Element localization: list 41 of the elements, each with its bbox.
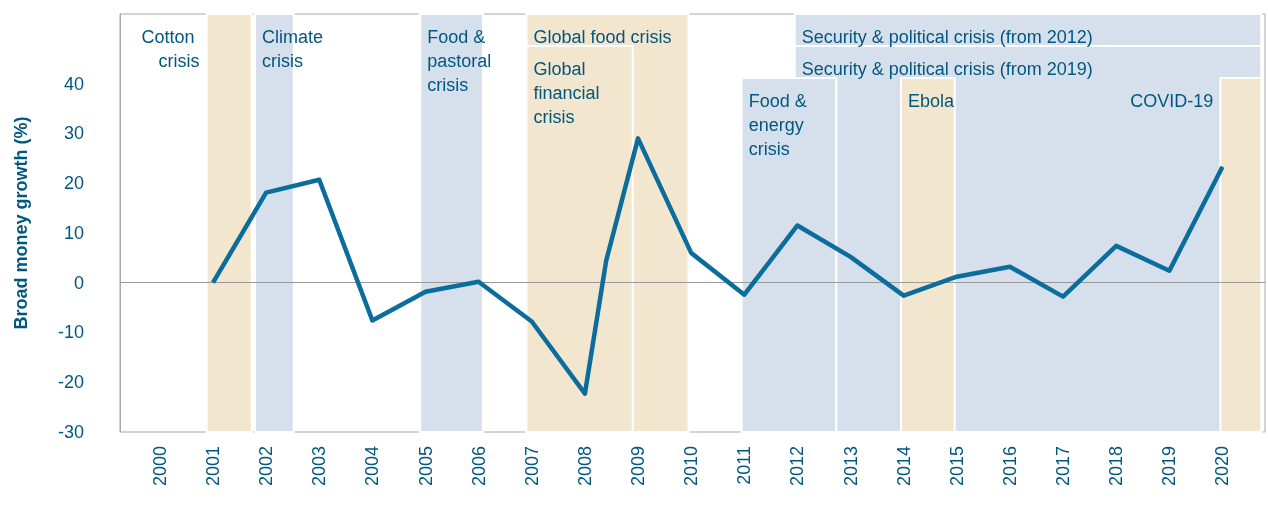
band-label: COVID-19: [1130, 91, 1214, 111]
x-tick-label: 2015: [946, 446, 967, 487]
y-tick-label: 40: [63, 73, 84, 94]
x-tick-label: 2004: [362, 446, 383, 487]
x-tick-label: 2002: [256, 446, 277, 487]
line-series: [210, 136, 1225, 396]
band-label: Cotton crisis: [141, 27, 200, 71]
band-label: Global food crisis: [533, 27, 672, 47]
y-tick-label: -30: [57, 422, 84, 442]
x-tick-label: 2001: [202, 446, 223, 487]
band-label: Security & political crisis (from 2019): [801, 59, 1093, 79]
band-label: Food & energy crisis: [748, 91, 812, 159]
x-tick-label: 2003: [309, 446, 330, 487]
x-tick-label: 2020: [1212, 446, 1233, 487]
x-tick-label: 2007: [521, 446, 542, 487]
x-tick-label: 2017: [1053, 446, 1074, 487]
x-tick-label: 2012: [787, 446, 808, 487]
x-tick-label: 2019: [1159, 446, 1180, 487]
band-label: Security & political crisis (from 2012): [801, 27, 1093, 47]
band-label: Ebola: [908, 91, 956, 111]
x-tick-label: 2011: [734, 446, 755, 485]
x-tick-label: 2010: [681, 446, 702, 487]
y-axis-title: Broad money growth (%): [11, 116, 31, 330]
x-tick-label: 2009: [628, 446, 649, 487]
x-tick-label: 2016: [999, 446, 1020, 487]
x-tick-label: 2008: [574, 446, 595, 487]
y-tick-label: -20: [57, 372, 84, 393]
y-tick-label: 10: [63, 222, 84, 243]
x-tick-label: 2014: [893, 446, 914, 487]
x-tick-label: 2000: [149, 446, 170, 487]
y-tick-label: 20: [63, 173, 84, 194]
y-tick-label: 0: [73, 272, 84, 293]
x-tick-label: 2005: [415, 446, 436, 487]
x-tick-label: 2013: [840, 446, 861, 487]
x-tick-label: 2006: [468, 446, 489, 487]
y-tick-label: 30: [63, 123, 84, 144]
y-tick-label: -10: [57, 322, 84, 343]
band-label: Climate crisis: [261, 27, 328, 71]
band-label: Food & pastoral crisis: [427, 27, 497, 95]
band-label: Global financial crisis: [533, 59, 605, 127]
x-tick-label: 2018: [1106, 446, 1127, 487]
